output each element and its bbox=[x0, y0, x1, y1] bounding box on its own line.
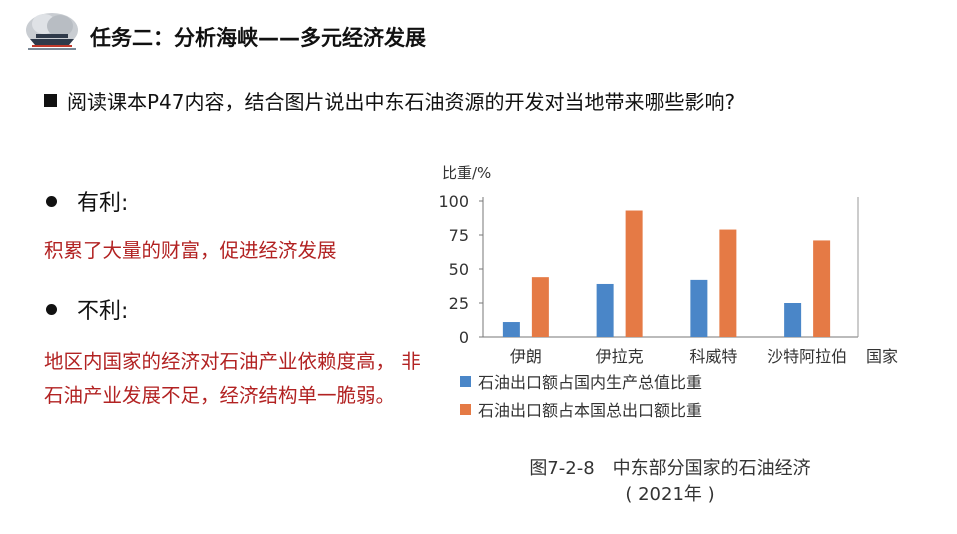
pros-heading-label: 有利: bbox=[77, 191, 129, 216]
figure-caption: 图7-2-8 中东部分国家的石油经济 ( 2021年 ) bbox=[430, 456, 910, 508]
page-title: 任务二：分析海峡——多元经济发展 bbox=[90, 26, 426, 50]
y-tick-label: 25 bbox=[449, 294, 469, 313]
y-tick-label: 0 bbox=[459, 328, 469, 347]
cons-answer: 地区内国家的经济对石油产业依赖度高， 非石油产业发展不足，经济结构单一脆弱。 bbox=[44, 350, 421, 407]
x-tick-label: 伊拉克 bbox=[596, 347, 644, 366]
y-axis-label: 比重/% bbox=[442, 164, 491, 182]
y-tick-label: 50 bbox=[449, 260, 469, 279]
x-tick-label: 科威特 bbox=[689, 347, 737, 366]
question-line: 阅读课本P47内容，结合图片说出中东石油资源的开发对当地带来哪些影响? bbox=[44, 86, 735, 115]
bullet-dot-icon bbox=[46, 303, 57, 315]
square-bullet-icon bbox=[44, 94, 57, 107]
legend-swatch bbox=[460, 376, 471, 387]
bar-2 bbox=[813, 240, 831, 337]
bar-1 bbox=[690, 279, 708, 337]
legend-label: 石油出口额占国内生产总值比重 bbox=[478, 373, 702, 392]
cons-heading: 不利: bbox=[46, 293, 128, 325]
x-tick-label: 沙特阿拉伯 bbox=[767, 347, 847, 366]
bar-1 bbox=[784, 303, 802, 337]
bullet-dot-icon bbox=[46, 195, 57, 207]
oil-economy-bar-chart: 比重/% 0 25 50 75 100 伊朗 伊拉克 科威特 沙特阿拉伯 国家石油出口额占国内生产总… bbox=[438, 164, 898, 420]
x-tick-label: 伊朗 bbox=[510, 347, 542, 366]
y-tick-label: 100 bbox=[438, 192, 469, 211]
x-axis-label: 国家 bbox=[866, 347, 898, 366]
bar-2 bbox=[625, 210, 643, 337]
ship-icon bbox=[26, 13, 78, 50]
y-tick-label: 75 bbox=[449, 226, 469, 245]
bar-2 bbox=[531, 277, 549, 337]
bar-2 bbox=[719, 229, 737, 337]
caption-title: 图7-2-8 中东部分国家的石油经济 bbox=[529, 458, 811, 479]
cons-heading-label: 不利: bbox=[77, 299, 129, 324]
question-text: 阅读课本P47内容，结合图片说出中东石油资源的开发对当地带来哪些影响? bbox=[67, 90, 736, 114]
legend-swatch bbox=[460, 404, 471, 415]
legend-label: 石油出口额占本国总出口额比重 bbox=[478, 401, 702, 420]
caption-year: ( 2021年 ) bbox=[625, 484, 715, 505]
pros-heading: 有利: bbox=[46, 185, 128, 217]
bar-1 bbox=[502, 322, 520, 337]
pros-answer: 积累了大量的财富，促进经济发展 bbox=[44, 239, 337, 262]
bar-1 bbox=[596, 283, 614, 337]
